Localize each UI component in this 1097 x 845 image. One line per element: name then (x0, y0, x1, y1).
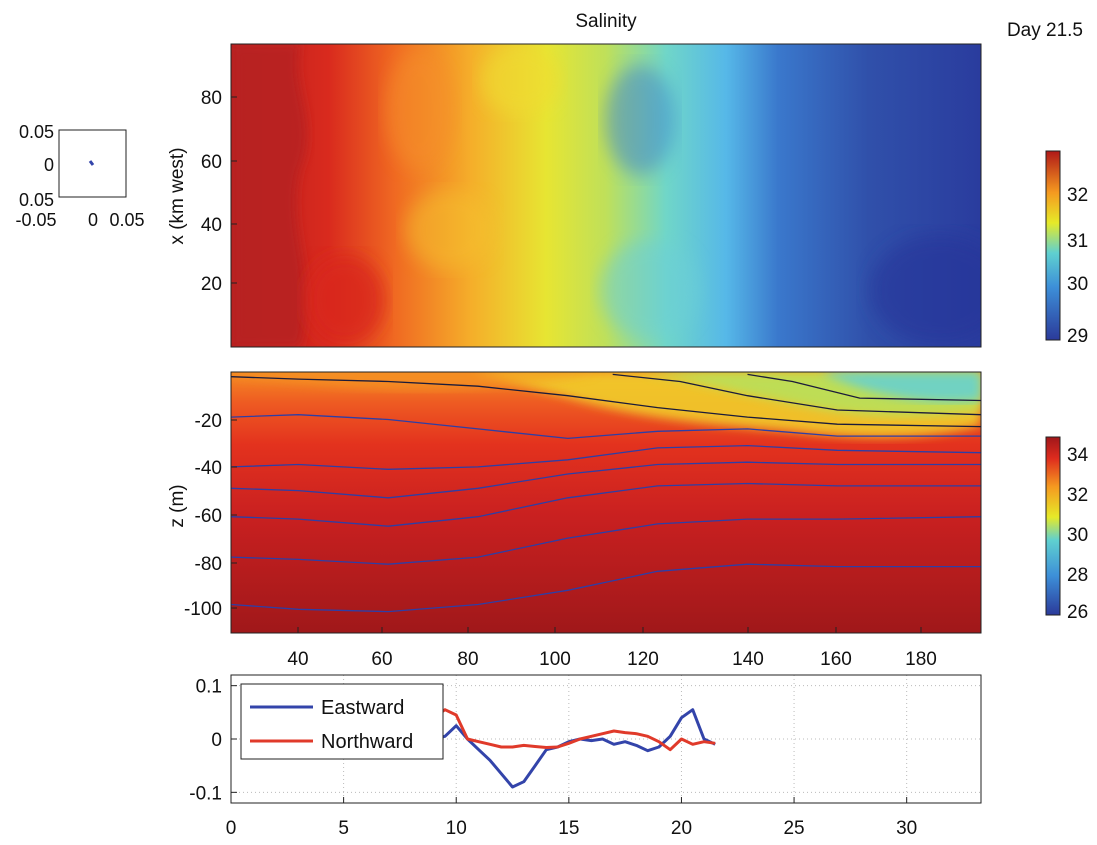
section-colorbar-tick: 26 (1067, 602, 1088, 623)
figure-title: Salinity (575, 11, 637, 32)
section-y-axis: -100 -80 -60 -40 -20 z (m) (167, 411, 237, 620)
x-tick-label: 30 (896, 818, 917, 839)
contour-line (231, 516, 981, 565)
map-ytick: 40 (201, 215, 222, 236)
inset-plot: 0.05 0 0.05 -0.05 0 0.05 (15, 122, 144, 230)
y-tick-label: 0 (211, 730, 222, 751)
series-line-northward (432, 708, 716, 752)
inset-ytick: 0 (44, 155, 54, 175)
section-contours (231, 373, 981, 613)
map-colorbar-tick: 29 (1067, 326, 1088, 347)
section-colorbar-tick: 30 (1067, 525, 1088, 546)
contour-line (231, 563, 981, 613)
section-ytick: -100 (184, 599, 222, 620)
section-xtick: 80 (457, 649, 478, 670)
contour-line (231, 414, 981, 440)
map-colorbar: 29 30 31 32 (1045, 150, 1088, 347)
section-colorbar-tick: 32 (1067, 485, 1088, 506)
contour-line (231, 482, 981, 527)
x-tick-label: 0 (226, 818, 237, 839)
contour-line (231, 461, 981, 499)
map-colorbar-scale (1045, 150, 1061, 341)
day-label: Day 21.5 (1007, 20, 1083, 41)
x-tick-label: 15 (558, 818, 579, 839)
y-tick-label: -0.1 (189, 783, 222, 804)
map-ytick: 60 (201, 152, 222, 173)
map-colorbar-tick: 32 (1067, 185, 1088, 206)
section-colorbar: 26 28 30 32 34 (1045, 436, 1089, 623)
contour-line (231, 376, 981, 428)
map-y-axis: 20 40 60 80 x (km west) (167, 88, 237, 295)
section-y-label: z (m) (167, 484, 188, 527)
map-ytick: 20 (201, 274, 222, 295)
x-tick-label: 25 (783, 818, 804, 839)
salinity-section: -100 -80 -60 -40 -20 z (m) 40 60 80 100 … (167, 371, 982, 670)
map-ytick: 80 (201, 88, 222, 109)
legend-label-northward: Northward (321, 731, 413, 753)
inset-marker (88, 160, 95, 166)
x-tick-label: 5 (338, 818, 349, 839)
section-ytick: -60 (195, 506, 222, 527)
legend-box (240, 683, 444, 760)
contour-line (231, 444, 981, 470)
currents-panel: 0 5 10 15 20 25 30-0.100.1 Eastward Northward (189, 674, 982, 839)
section-xtick: 180 (905, 649, 937, 670)
section-surface-layer (231, 372, 981, 438)
map-colorbar-tick: 31 (1067, 231, 1088, 252)
contour-line (612, 373, 981, 416)
section-ytick: -40 (195, 458, 222, 479)
map-colorbar-tick: 30 (1067, 274, 1088, 295)
currents-axes: 0 5 10 15 20 25 30-0.100.1 (189, 677, 917, 839)
section-x-axis: 40 60 80 100 120 140 160 180 (287, 627, 937, 670)
inset-xtick: 0 (88, 210, 98, 230)
surface-salinity-map: 20 40 60 80 x (km west) (167, 43, 982, 348)
section-xtick: 160 (820, 649, 852, 670)
y-tick-label: 0.1 (196, 677, 222, 698)
section-xtick: 120 (627, 649, 659, 670)
inset-ytick: 0.05 (19, 122, 54, 142)
currents-legend: Eastward Northward (240, 683, 444, 760)
section-frame (230, 371, 982, 634)
section-colorbar-tick: 34 (1067, 445, 1089, 466)
map-texture (231, 44, 981, 347)
currents-lines (432, 708, 716, 789)
section-xtick: 100 (539, 649, 571, 670)
x-tick-label: 10 (446, 818, 467, 839)
section-xtick: 140 (732, 649, 764, 670)
section-ytick: -20 (195, 411, 222, 432)
section-xtick: 40 (287, 649, 308, 670)
contour-line (747, 373, 981, 402)
inset-ytick: 0.05 (19, 190, 54, 210)
legend-label-eastward: Eastward (321, 697, 404, 719)
section-ytick: -80 (195, 554, 222, 575)
section-colorbar-tick: 28 (1067, 565, 1088, 586)
map-y-label: x (km west) (167, 147, 188, 244)
section-colorbar-scale (1045, 436, 1061, 616)
inset-xtick: -0.05 (15, 210, 56, 230)
map-frame (230, 43, 982, 348)
section-xtick: 60 (371, 649, 392, 670)
inset-xtick: 0.05 (109, 210, 144, 230)
x-tick-label: 20 (671, 818, 692, 839)
